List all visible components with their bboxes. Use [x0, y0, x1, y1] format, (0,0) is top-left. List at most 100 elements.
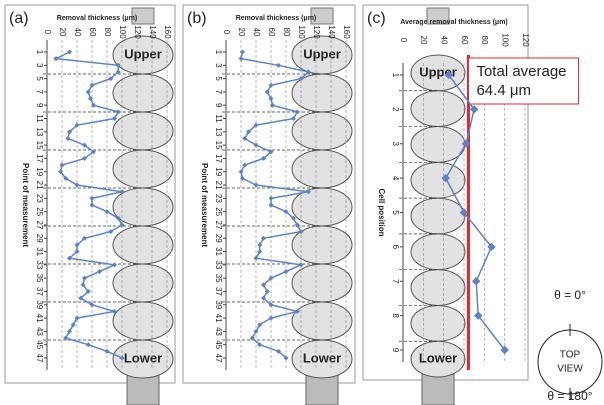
y-tick-label: 5 — [391, 210, 400, 215]
x-tick-label: 0 — [43, 30, 52, 35]
y-tick-label: 6 — [391, 245, 400, 250]
y-axis-title: Point of measurement — [21, 163, 30, 247]
y-tick-label: 8 — [391, 313, 400, 318]
y-tick-label: 45 — [214, 340, 223, 349]
y-tick-label: 37 — [214, 287, 223, 296]
x-tick-label: 40 — [252, 28, 261, 37]
y-tick-label: 39 — [214, 300, 223, 309]
y-tick-label: 15 — [214, 141, 223, 150]
y-tick-label: 41 — [214, 314, 223, 323]
y-tick-label: 47 — [35, 354, 44, 363]
holder — [422, 373, 454, 405]
y-tick-label: 33 — [214, 260, 223, 269]
y-tick-label: 23 — [35, 194, 44, 203]
y-tick-label: 35 — [35, 274, 44, 283]
x-axis-title: Removal thickness (μm) — [236, 15, 317, 22]
y-tick-label: 21 — [214, 181, 223, 190]
x-tick-label: 0 — [399, 38, 408, 43]
x-tick-label: 100 — [501, 33, 510, 47]
x-tick-label: 20 — [237, 28, 246, 37]
y-tick-label: 3 — [35, 63, 44, 68]
cell-label: Upper — [303, 46, 341, 61]
x-tick-label: 40 — [73, 28, 82, 37]
annotation: 64.4 μm — [476, 82, 531, 99]
y-tick-label: 41 — [35, 314, 44, 323]
x-tick-label: 100 — [297, 25, 306, 39]
annotation: Total average — [476, 63, 566, 80]
cell — [411, 305, 465, 341]
x-tick-label: 0 — [222, 30, 231, 35]
y-tick-label: 29 — [35, 234, 44, 243]
x-axis-title: Removal thickness (μm) — [57, 15, 138, 22]
y-tick-label: 19 — [35, 167, 44, 176]
y-tick-label: 35 — [214, 274, 223, 283]
y-tick-label: 29 — [214, 234, 223, 243]
panel-label: (a) — [9, 10, 29, 27]
y-tick-label: 3 — [214, 63, 223, 68]
y-tick-label: 1 — [35, 50, 44, 55]
y-tick-label: 7 — [35, 90, 44, 95]
x-tick-label: 80 — [282, 28, 291, 37]
x-tick-label: 120 — [521, 33, 530, 47]
x-tick-label: 140 — [148, 25, 157, 39]
angle-label: θ = 180° — [547, 389, 592, 403]
y-tick-label: 11 — [35, 114, 44, 123]
x-tick-label: 80 — [103, 28, 112, 37]
y-axis-title: Point of measurement — [200, 163, 209, 247]
y-tick-label: 1 — [214, 50, 223, 55]
x-tick-label: 100 — [118, 25, 127, 39]
y-tick-label: 43 — [35, 327, 44, 336]
y-tick-label: 13 — [214, 127, 223, 136]
x-tick-label: 120 — [312, 25, 321, 39]
x-tick-label: 20 — [58, 28, 67, 37]
x-tick-label: 160 — [163, 25, 172, 39]
y-tick-label: 43 — [214, 327, 223, 336]
y-tick-label: 5 — [35, 76, 44, 81]
cell — [411, 198, 465, 234]
x-tick-label: 120 — [133, 25, 142, 39]
x-tick-label: 40 — [440, 36, 449, 45]
cell-label: Upper — [124, 46, 162, 61]
cell — [411, 127, 465, 163]
y-tick-label: 47 — [214, 354, 223, 363]
y-tick-label: 27 — [214, 221, 223, 230]
y-tick-label: 2 — [391, 107, 400, 112]
y-tick-label: 17 — [214, 154, 223, 163]
view-circle — [538, 330, 602, 394]
y-tick-label: 11 — [214, 114, 223, 123]
y-tick-label: 23 — [214, 194, 223, 203]
y-tick-label: 13 — [35, 127, 44, 136]
y-tick-label: 39 — [35, 300, 44, 309]
cell — [411, 270, 465, 306]
panel-label: (b) — [187, 10, 207, 27]
x-tick-label: 80 — [480, 36, 489, 45]
y-tick-label: 25 — [214, 207, 223, 216]
y-tick-label: 7 — [214, 90, 223, 95]
y-tick-label: 31 — [214, 247, 223, 256]
y-tick-label: 9 — [35, 103, 44, 108]
cell-label: Lower — [303, 350, 341, 365]
cell-label: Lower — [419, 351, 457, 366]
y-tick-label: 25 — [35, 207, 44, 216]
y-tick-label: 17 — [35, 154, 44, 163]
figure: UpperLower(a)Removal thickness (μm)02040… — [0, 0, 604, 405]
page: {"chart_data": [ {"type": "line", "panel… — [0, 0, 604, 405]
y-tick-label: 31 — [35, 247, 44, 256]
holder — [127, 374, 159, 405]
y-tick-label: 9 — [214, 103, 223, 108]
y-tick-label: 1 — [391, 73, 400, 78]
y-tick-label: 21 — [35, 181, 44, 190]
x-tick-label: 60 — [460, 36, 469, 45]
y-tick-label: 37 — [35, 287, 44, 296]
y-tick-label: 4 — [391, 176, 400, 181]
x-axis-title: Average removal thickness (μm) — [400, 19, 508, 26]
view-label: VIEW — [557, 364, 583, 375]
x-tick-label: 160 — [342, 25, 351, 39]
holder — [306, 374, 338, 405]
y-tick-label: 27 — [35, 221, 44, 230]
cell — [411, 234, 465, 270]
x-tick-label: 140 — [327, 25, 336, 39]
y-tick-label: 9 — [391, 348, 400, 353]
y-tick-label: 45 — [35, 340, 44, 349]
y-tick-label: 5 — [214, 76, 223, 81]
